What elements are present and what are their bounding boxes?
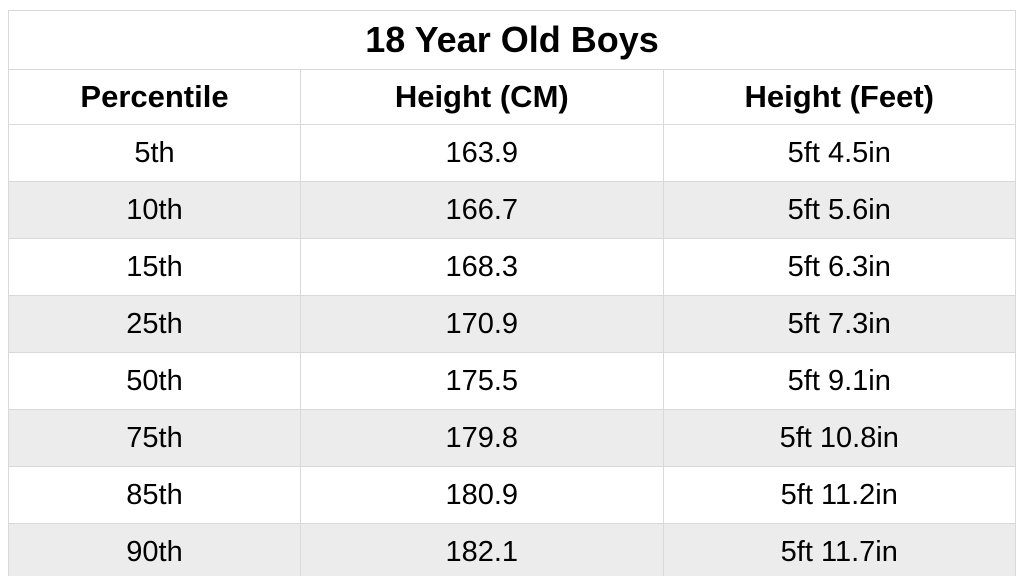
cell-height-cm: 168.3 <box>301 239 664 296</box>
cell-percentile: 75th <box>9 410 301 467</box>
table-row: 15th 168.3 5ft 6.3in <box>9 239 1016 296</box>
cell-height-ft: 5ft 11.7in <box>663 524 1015 576</box>
table-row: 90th 182.1 5ft 11.7in <box>9 524 1016 576</box>
cell-height-ft: 5ft 10.8in <box>663 410 1015 467</box>
cell-percentile: 50th <box>9 353 301 410</box>
column-header-percentile: Percentile <box>9 70 301 125</box>
table-row: 75th 179.8 5ft 10.8in <box>9 410 1016 467</box>
cell-percentile: 10th <box>9 182 301 239</box>
column-header-height-cm: Height (CM) <box>301 70 664 125</box>
cell-height-cm: 166.7 <box>301 182 664 239</box>
column-header-height-ft: Height (Feet) <box>663 70 1015 125</box>
cell-height-ft: 5ft 7.3in <box>663 296 1015 353</box>
cell-height-cm: 170.9 <box>301 296 664 353</box>
cell-percentile: 90th <box>9 524 301 576</box>
cell-height-cm: 179.8 <box>301 410 664 467</box>
table-row: 25th 170.9 5ft 7.3in <box>9 296 1016 353</box>
cell-percentile: 5th <box>9 125 301 182</box>
height-percentile-table-container: 18 Year Old Boys Percentile Height (CM) … <box>0 0 1024 576</box>
cell-height-ft: 5ft 11.2in <box>663 467 1015 524</box>
table-row: 50th 175.5 5ft 9.1in <box>9 353 1016 410</box>
cell-percentile: 25th <box>9 296 301 353</box>
table-row: 10th 166.7 5ft 5.6in <box>9 182 1016 239</box>
cell-height-ft: 5ft 4.5in <box>663 125 1015 182</box>
cell-height-cm: 175.5 <box>301 353 664 410</box>
cell-height-cm: 180.9 <box>301 467 664 524</box>
cell-percentile: 15th <box>9 239 301 296</box>
cell-height-ft: 5ft 6.3in <box>663 239 1015 296</box>
cell-height-ft: 5ft 9.1in <box>663 353 1015 410</box>
table-title-row: 18 Year Old Boys <box>9 11 1016 70</box>
cell-percentile: 85th <box>9 467 301 524</box>
table-row: 85th 180.9 5ft 11.2in <box>9 467 1016 524</box>
table-title: 18 Year Old Boys <box>9 11 1016 70</box>
cell-height-cm: 182.1 <box>301 524 664 576</box>
cell-height-ft: 5ft 5.6in <box>663 182 1015 239</box>
height-percentile-table: 18 Year Old Boys Percentile Height (CM) … <box>8 10 1016 576</box>
table-row: 5th 163.9 5ft 4.5in <box>9 125 1016 182</box>
table-header-row: Percentile Height (CM) Height (Feet) <box>9 70 1016 125</box>
cell-height-cm: 163.9 <box>301 125 664 182</box>
